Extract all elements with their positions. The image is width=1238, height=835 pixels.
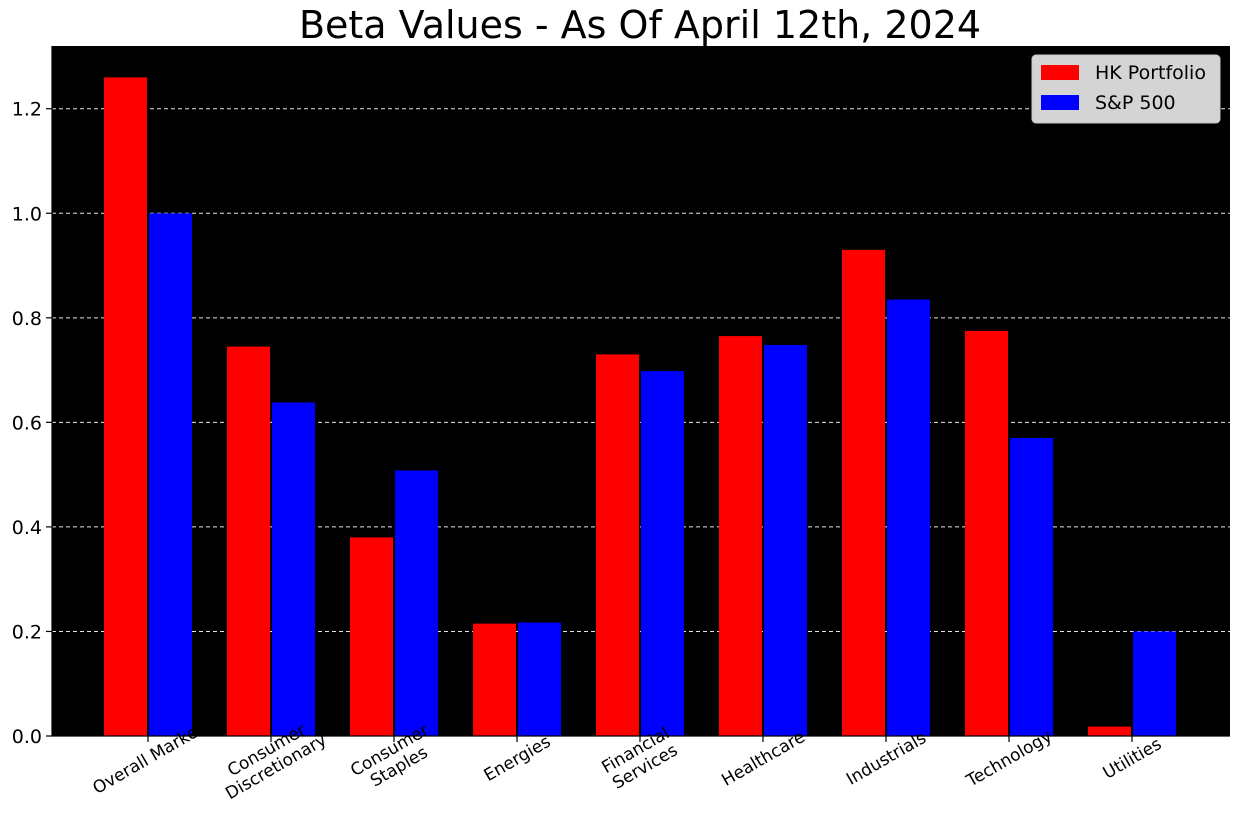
bar-sp500-0 xyxy=(149,213,192,737)
bar-sp500-8 xyxy=(1133,631,1176,736)
bar-sp500-4 xyxy=(641,371,684,736)
bar-sp500-2 xyxy=(395,470,438,736)
chart-title: Beta Values - As Of April 12th, 2024 xyxy=(299,3,981,47)
bar-hk-portfolio-0 xyxy=(104,77,147,736)
bar-sp500-6 xyxy=(887,299,930,736)
legend-label-sp500: S&P 500 xyxy=(1095,92,1176,114)
bar-hk-portfolio-1 xyxy=(227,346,270,736)
bar-hk-portfolio-7 xyxy=(965,330,1008,736)
y-axis: 0.0 0.2 0.4 0.6 0.8 1.0 1.2 xyxy=(12,46,53,748)
y-tick-label: 1.0 xyxy=(12,203,42,225)
bar-hk-portfolio-4 xyxy=(596,354,639,736)
y-tick-label: 0.4 xyxy=(12,517,42,539)
legend: HK Portfolio S&P 500 xyxy=(1031,54,1221,124)
legend-swatch-sp500 xyxy=(1041,95,1079,110)
y-tick-label: 0.0 xyxy=(12,726,42,748)
y-tick-label: 0.8 xyxy=(12,308,42,330)
bar-sp500-1 xyxy=(272,402,315,736)
bar-sp500-3 xyxy=(518,622,561,736)
legend-label-hk-portfolio: HK Portfolio xyxy=(1095,62,1206,84)
bar-hk-portfolio-3 xyxy=(473,623,516,736)
bar-hk-portfolio-6 xyxy=(842,249,885,736)
y-tick-label: 0.6 xyxy=(12,412,42,434)
bars xyxy=(104,77,1176,737)
bar-hk-portfolio-8 xyxy=(1088,726,1131,736)
legend-swatch-hk-portfolio xyxy=(1041,65,1079,80)
y-tick-label: 1.2 xyxy=(12,99,42,121)
bar-sp500-7 xyxy=(1010,438,1053,736)
bar-hk-portfolio-2 xyxy=(350,537,393,736)
bar-sp500-5 xyxy=(764,345,807,736)
bar-hk-portfolio-5 xyxy=(719,336,762,736)
y-tick-label: 0.2 xyxy=(12,621,42,643)
